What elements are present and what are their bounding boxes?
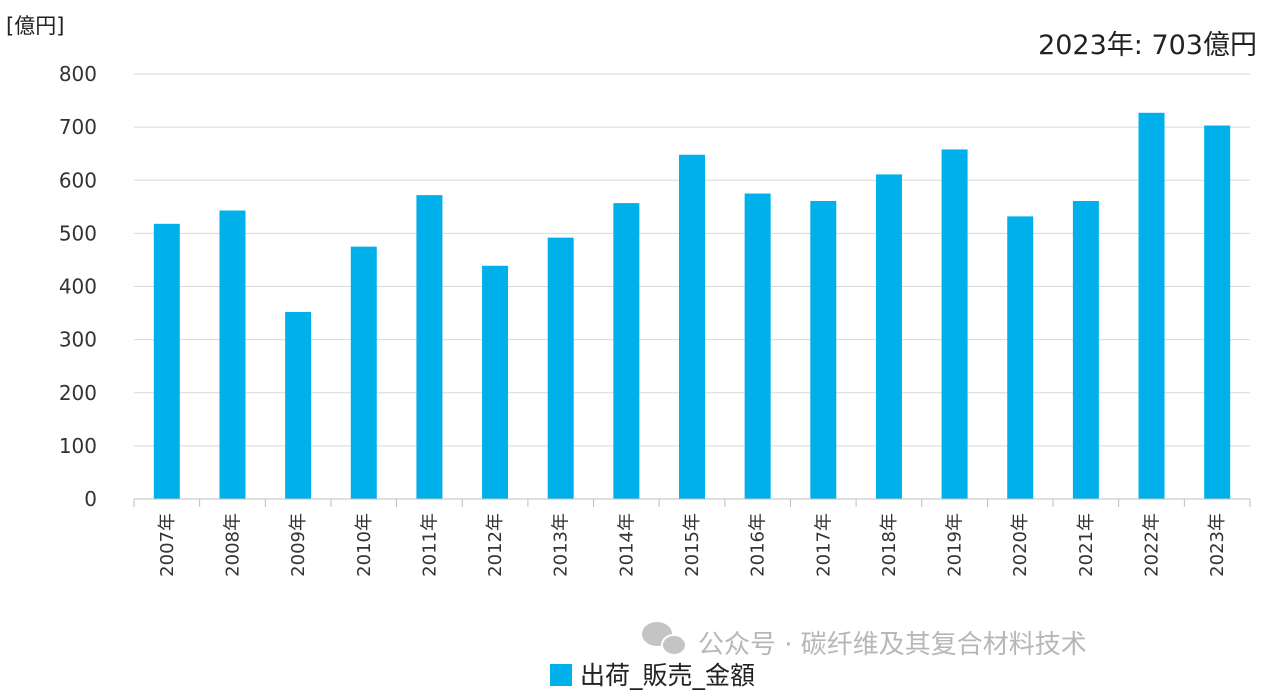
x-tick-label: 2011年 [419, 513, 440, 577]
y-axis: 0 100 200 300 400 500 600 700 800 [59, 62, 97, 511]
bar [1007, 216, 1034, 499]
bar [153, 223, 180, 499]
bar [875, 174, 902, 499]
y-tick-label: 300 [59, 328, 97, 352]
bar [941, 149, 968, 499]
y-tick-label: 100 [59, 434, 97, 458]
bar [285, 312, 312, 499]
bar [1204, 125, 1231, 499]
bar [350, 246, 377, 499]
x-tick-label: 2014年 [616, 513, 637, 577]
chart-annotation: 2023年: 703億円 [1038, 30, 1257, 61]
bar [1138, 112, 1165, 499]
bar [416, 195, 443, 499]
y-tick-label: 400 [59, 275, 97, 299]
x-tick-label: 2017年 [813, 513, 834, 577]
bar [482, 265, 509, 499]
x-tick-label: 2018年 [879, 513, 900, 577]
watermark: 公众号 · 碳纤维及其复合材料技术 [642, 622, 1087, 660]
bar [744, 193, 771, 499]
bar-series [153, 112, 1231, 499]
bar [613, 203, 640, 499]
y-tick-label: 500 [59, 221, 97, 245]
x-tick-label: 2008年 [222, 513, 243, 577]
y-tick-label: 0 [84, 487, 97, 511]
x-tick-label: 2020年 [1010, 513, 1031, 577]
x-axis: 2007年 2008年 2009年 2010年 2011年 2012年 2013年 2014年… [133, 498, 1251, 577]
x-tick-label: 2021年 [1076, 513, 1097, 577]
bar [679, 154, 705, 499]
wechat-icon [642, 622, 687, 656]
legend: 出荷_販売_金額 [550, 661, 755, 690]
x-tick-label: 2009年 [288, 513, 309, 577]
x-tick-label: 2013年 [551, 513, 572, 577]
x-tick-label: 2023年 [1207, 513, 1228, 577]
legend-swatch [550, 664, 572, 686]
x-tick-label: 2012年 [485, 513, 506, 577]
x-tick-label: 2022年 [1142, 513, 1163, 577]
x-tick-label: 2015年 [682, 513, 703, 577]
x-tick-label: 2010年 [354, 513, 375, 577]
x-tick-label: 2016年 [748, 513, 769, 577]
bar [547, 237, 574, 499]
bar [219, 210, 246, 499]
x-tick-label: 2019年 [945, 513, 966, 577]
bar [810, 200, 837, 499]
x-tick-label: 2007年 [157, 513, 178, 577]
y-tick-label: 800 [59, 62, 97, 86]
legend-label: 出荷_販売_金額 [580, 661, 755, 690]
y-unit-label: [億円] [6, 14, 64, 38]
y-tick-label: 200 [59, 381, 97, 405]
y-tick-label: 600 [59, 168, 97, 192]
bar [1072, 200, 1099, 499]
watermark-text: 公众号 · 碳纤维及其复合材料技术 [698, 630, 1087, 660]
y-tick-label: 700 [59, 115, 97, 139]
